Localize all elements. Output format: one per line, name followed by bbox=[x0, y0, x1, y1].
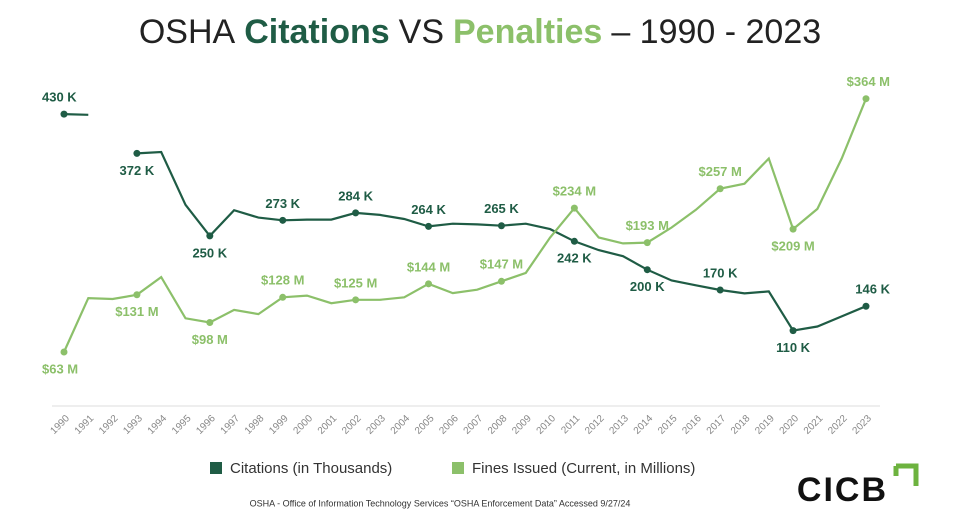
value-label: 200 K bbox=[630, 279, 665, 294]
title-part: – 1990 - 2023 bbox=[611, 13, 821, 51]
legend-swatch bbox=[452, 462, 464, 474]
value-label: 250 K bbox=[192, 245, 227, 260]
value-label: $131 M bbox=[115, 304, 158, 319]
series-line bbox=[62, 98, 868, 353]
point bbox=[570, 204, 578, 212]
value-label: $125 M bbox=[334, 275, 377, 290]
title-part: OSHA bbox=[139, 13, 236, 51]
x-tick-label: 2013 bbox=[607, 413, 631, 437]
x-tick-label: 2006 bbox=[437, 413, 461, 437]
point bbox=[206, 319, 214, 327]
value-label: $364 M bbox=[847, 74, 890, 89]
point bbox=[133, 149, 141, 157]
point bbox=[60, 348, 68, 356]
x-tick-label: 2009 bbox=[510, 413, 534, 437]
value-label: 170 K bbox=[703, 265, 738, 280]
x-tick-label: 2004 bbox=[389, 413, 413, 437]
point bbox=[60, 110, 68, 118]
source: OSHA - Office of Information Technology … bbox=[250, 498, 631, 508]
value-label: $98 M bbox=[192, 332, 228, 347]
point bbox=[352, 296, 360, 304]
point bbox=[206, 232, 214, 240]
x-tick-label: 2007 bbox=[462, 413, 486, 437]
logo: CICB bbox=[797, 471, 888, 509]
point bbox=[862, 95, 870, 103]
value-label: 372 K bbox=[120, 163, 155, 178]
point bbox=[425, 280, 433, 288]
value-label: 265 K bbox=[484, 201, 519, 216]
x-tick-label: 1991 bbox=[73, 413, 97, 437]
x-tick-label: 1992 bbox=[97, 413, 121, 437]
x-tick-label: 1995 bbox=[170, 413, 194, 437]
point bbox=[279, 293, 287, 301]
x-tick-label: 2003 bbox=[364, 413, 388, 437]
point bbox=[643, 266, 651, 274]
legend-swatch bbox=[210, 462, 222, 474]
point bbox=[133, 291, 141, 299]
title-part: Citations bbox=[244, 13, 389, 51]
point bbox=[497, 277, 505, 285]
x-tick-label: 2012 bbox=[583, 413, 607, 437]
point bbox=[862, 302, 870, 310]
x-tick-label: 2023 bbox=[850, 413, 874, 437]
point bbox=[789, 327, 797, 335]
point bbox=[643, 239, 651, 247]
value-label: 146 K bbox=[855, 282, 890, 297]
x-tick-label: 2021 bbox=[802, 413, 826, 437]
point bbox=[279, 216, 287, 224]
value-label: $144 M bbox=[407, 259, 450, 274]
x-tick-label: 1997 bbox=[219, 413, 243, 437]
point bbox=[716, 286, 724, 294]
value-label: 264 K bbox=[411, 202, 446, 217]
series-line bbox=[63, 113, 867, 332]
x-tick-label: 2008 bbox=[486, 413, 510, 437]
value-label: 273 K bbox=[265, 196, 300, 211]
x-tick-label: 2014 bbox=[632, 413, 656, 437]
x-tick-label: 1999 bbox=[267, 413, 291, 437]
point bbox=[570, 237, 578, 245]
value-label: $193 M bbox=[626, 218, 669, 233]
x-tick-label: 1993 bbox=[121, 413, 145, 437]
title-part: VS bbox=[399, 13, 444, 51]
x-tick-label: 2018 bbox=[729, 413, 753, 437]
x-tick-label: 1996 bbox=[194, 413, 218, 437]
x-tick-label: 2017 bbox=[705, 413, 729, 437]
x-tick-label: 1998 bbox=[243, 413, 267, 437]
point bbox=[716, 185, 724, 193]
value-label: 110 K bbox=[776, 340, 811, 355]
legend-label: Citations (in Thousands) bbox=[230, 460, 392, 477]
title-part: Penalties bbox=[453, 13, 602, 51]
value-label: $234 M bbox=[553, 184, 596, 199]
chart-title: OSHA Citations VS Penalties – 1990 - 2023 bbox=[139, 13, 821, 51]
value-label: $257 M bbox=[698, 164, 741, 179]
point bbox=[352, 209, 360, 217]
x-tick-label: 2000 bbox=[292, 413, 316, 437]
x-tick-label: 1990 bbox=[48, 413, 72, 437]
x-tick-label: 2005 bbox=[413, 413, 437, 437]
legend-label: Fines Issued (Current, in Millions) bbox=[472, 460, 695, 477]
x-tick-label: 2020 bbox=[778, 413, 802, 437]
value-label: 242 K bbox=[557, 251, 592, 266]
point bbox=[789, 225, 797, 233]
x-tick-label: 2022 bbox=[826, 413, 850, 437]
value-label: $209 M bbox=[771, 239, 814, 254]
x-tick-label: 2010 bbox=[535, 413, 559, 437]
x-tick-label: 2015 bbox=[656, 413, 680, 437]
value-label: $128 M bbox=[261, 273, 304, 288]
x-tick-label: 2011 bbox=[559, 413, 582, 436]
logo-bracket bbox=[893, 463, 919, 486]
value-label: $147 M bbox=[480, 257, 523, 272]
x-tick-label: 2019 bbox=[753, 413, 777, 437]
value-label: 430 K bbox=[42, 90, 77, 105]
x-tick-label: 2001 bbox=[316, 413, 340, 437]
point bbox=[425, 222, 433, 230]
point bbox=[497, 222, 505, 230]
x-tick-label: 1994 bbox=[146, 413, 170, 437]
x-tick-label: 2016 bbox=[680, 413, 704, 437]
x-tick-label: 2002 bbox=[340, 413, 364, 437]
value-label: $63 M bbox=[42, 361, 78, 376]
value-label: 284 K bbox=[338, 188, 373, 203]
